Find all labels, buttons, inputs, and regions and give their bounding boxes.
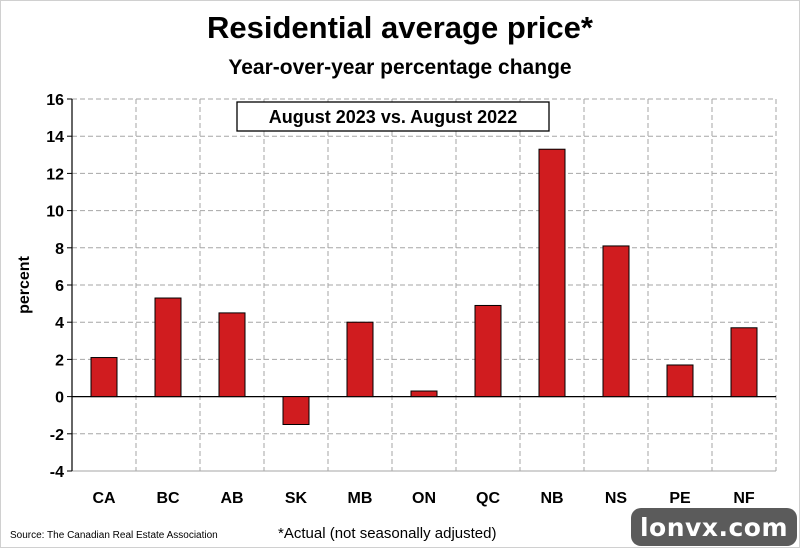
bar-bc	[154, 297, 182, 398]
y-tick-label: 12	[46, 166, 64, 183]
x-tick-label: BC	[156, 490, 180, 507]
x-tick-label: CA	[92, 490, 116, 507]
x-tick-label: NF	[733, 490, 755, 507]
gridlines	[72, 98, 777, 472]
y-tick-label: 2	[55, 352, 64, 369]
x-tick-label: PE	[669, 490, 691, 507]
bars	[90, 148, 758, 426]
bar-ns	[602, 245, 630, 398]
y-tick-label: 14	[46, 129, 64, 146]
annotation-text: August 2023 vs. August 2022	[269, 107, 517, 127]
x-tick-label: SK	[285, 490, 308, 507]
x-tick-label: QC	[476, 490, 500, 507]
x-tick-label: NS	[605, 490, 628, 507]
y-tick-label: -2	[50, 427, 64, 444]
y-tick-label: 16	[46, 92, 64, 109]
source-note: Source: The Canadian Real Estate Associa…	[10, 530, 218, 541]
footnote: *Actual (not seasonally adjusted)	[278, 525, 497, 542]
axes	[67, 98, 776, 472]
bar-pe	[666, 364, 694, 398]
chart-title: Residential average price*	[207, 10, 593, 45]
y-tick-label: 6	[55, 278, 64, 295]
bar-nf	[730, 327, 758, 398]
x-tick-label: AB	[220, 490, 243, 507]
y-tick-label: -4	[50, 464, 64, 481]
chart-subtitle: Year-over-year percentage change	[228, 56, 572, 79]
tick-labels: -4 -2 0 2 4 6 8 10 12 14 16 CA BC AB SK MB ON QC NB NS PE NF	[46, 92, 755, 507]
bar-qc	[474, 304, 502, 398]
bar-nb	[538, 148, 566, 398]
x-tick-label: MB	[348, 490, 373, 507]
y-axis-label: percent	[16, 255, 33, 313]
bar-ca	[90, 357, 118, 398]
bar-on	[410, 390, 438, 398]
y-tick-label: 0	[55, 390, 64, 407]
bar-sk	[282, 396, 310, 426]
y-tick-label: 4	[55, 315, 64, 332]
x-tick-label: ON	[412, 490, 436, 507]
bar-ab	[218, 312, 246, 398]
y-tick-label: 10	[46, 204, 64, 221]
y-tick-label: 8	[55, 241, 64, 258]
annotation-box: August 2023 vs. August 2022	[236, 101, 550, 132]
bar-mb	[346, 321, 374, 398]
watermark-badge: lonvx.com	[631, 508, 797, 546]
x-tick-label: NB	[540, 490, 563, 507]
